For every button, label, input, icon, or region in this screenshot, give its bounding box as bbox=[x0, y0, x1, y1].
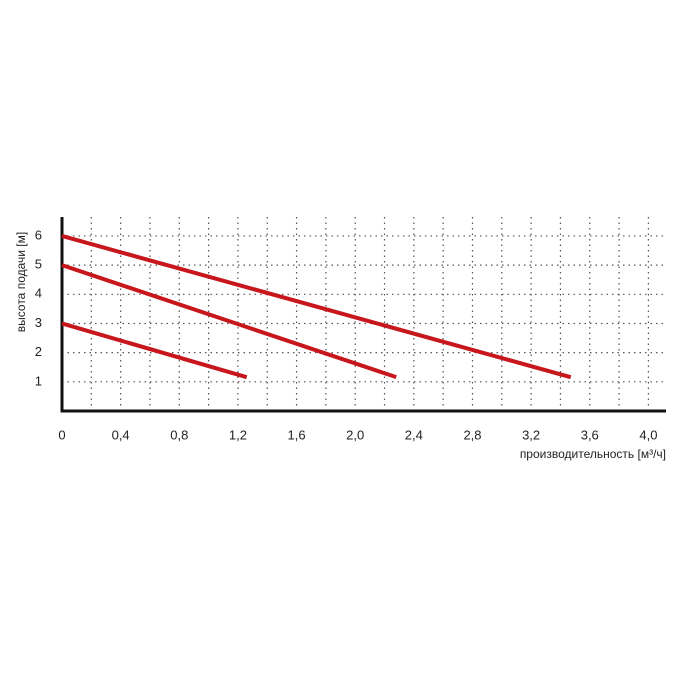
x-tick-label: 0,4 bbox=[112, 427, 130, 442]
curve bbox=[61, 263, 397, 380]
x-tick-label: 3,2 bbox=[522, 427, 540, 442]
x-tick-label: 0,8 bbox=[170, 427, 188, 442]
y-tick-label: 4 bbox=[35, 286, 42, 301]
y-tick-label: 1 bbox=[35, 373, 42, 388]
x-tick-label: 2,4 bbox=[405, 427, 423, 442]
y-tick-label: 3 bbox=[35, 315, 42, 330]
x-tick-label: 0 bbox=[58, 427, 65, 442]
x-tick-label: 3,6 bbox=[581, 427, 599, 442]
x-tick-label: 1,6 bbox=[288, 427, 306, 442]
x-axis-label: производительность [м³/ч] bbox=[520, 447, 666, 461]
x-tick-label: 2,8 bbox=[463, 427, 481, 442]
x-tick-label: 4,0 bbox=[639, 427, 657, 442]
x-tick-label: 2,0 bbox=[346, 427, 364, 442]
y-tick-label: 2 bbox=[35, 344, 42, 359]
x-tick-label: 1,2 bbox=[229, 427, 247, 442]
y-tick-label: 6 bbox=[35, 227, 42, 242]
y-axis-label: высота подачи [м] bbox=[14, 232, 28, 332]
curve bbox=[61, 321, 248, 380]
curve bbox=[61, 234, 572, 380]
y-tick-label: 5 bbox=[35, 257, 42, 272]
